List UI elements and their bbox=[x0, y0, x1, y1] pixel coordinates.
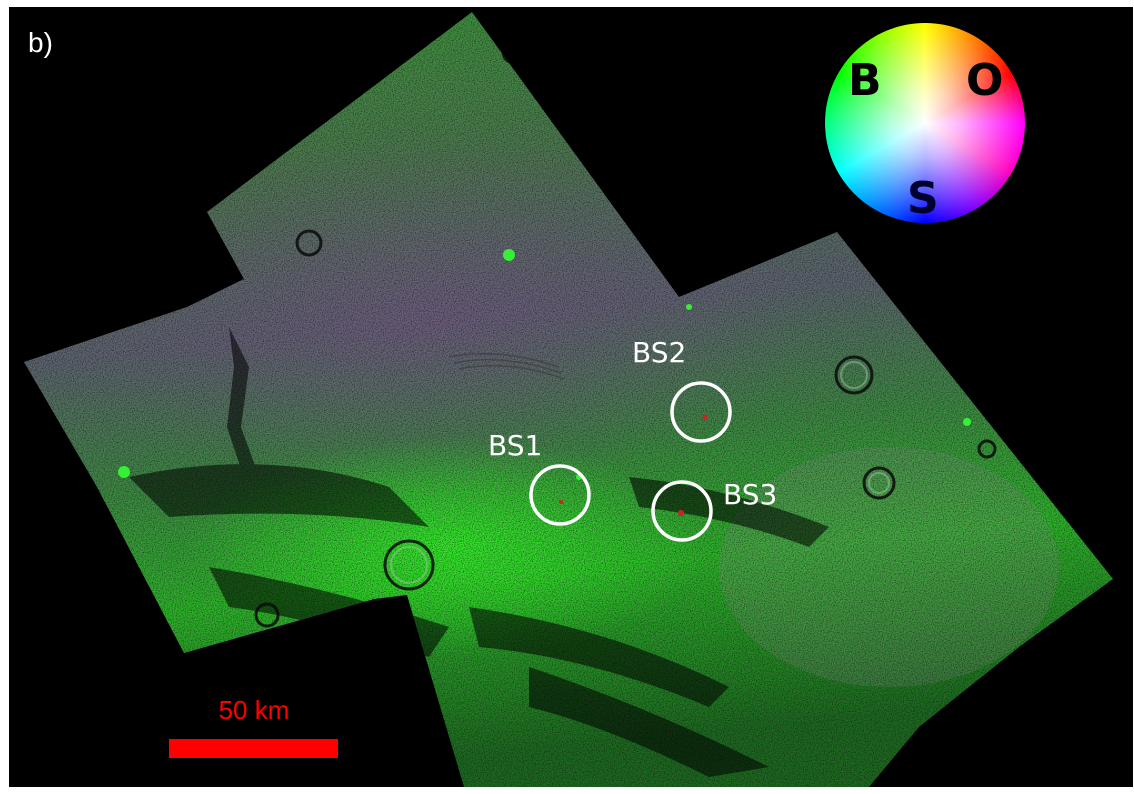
scale-bar-label: 50 km bbox=[218, 695, 290, 725]
wheel-letter-o: O bbox=[966, 55, 1004, 106]
site-circles bbox=[529, 381, 732, 542]
panel-label: b) bbox=[28, 27, 53, 58]
scale-bar bbox=[169, 739, 338, 758]
wheel-letter-b: B bbox=[848, 55, 882, 106]
site-label-bs3: BS3 bbox=[723, 478, 778, 511]
site-circle-bs2 bbox=[670, 381, 732, 443]
site-circle-bs3 bbox=[651, 480, 713, 542]
site-label-bs2: BS2 bbox=[632, 336, 687, 369]
wheel-letter-s: S bbox=[907, 173, 939, 224]
map-figure: b) BS1 BS2 BS3 B O S 50 km bbox=[9, 7, 1133, 787]
site-circle-bs1 bbox=[529, 464, 591, 526]
color-wheel bbox=[825, 23, 1025, 223]
site-label-bs1: BS1 bbox=[488, 429, 543, 462]
image-mosaic bbox=[24, 12, 1113, 787]
